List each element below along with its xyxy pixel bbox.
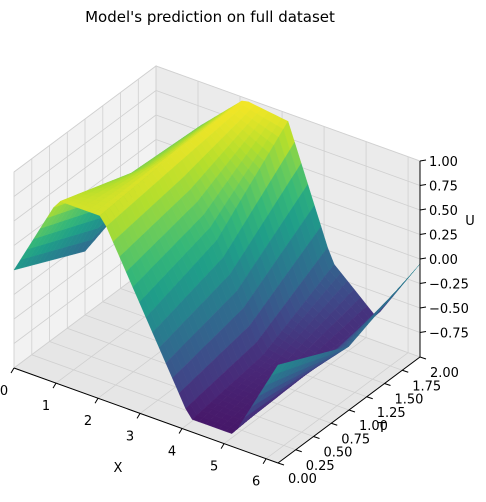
x-tick: [136, 413, 141, 419]
z-axis-label: U: [465, 214, 475, 229]
z-tick: [419, 331, 427, 333]
y-tick: [313, 436, 320, 439]
surface-face: [270, 363, 284, 376]
z-tick-label: −0.25: [429, 278, 469, 293]
chart-title: Model's prediction on full dataset: [85, 8, 335, 26]
x-tick-label: 0: [0, 384, 8, 399]
x-tick-label: 1: [42, 399, 50, 414]
x-tick-label: 6: [252, 475, 260, 490]
y-tick-label: 1.00: [359, 419, 388, 434]
x-axis-line: [13, 367, 279, 464]
y-tick: [419, 356, 427, 360]
y-tick: [295, 449, 302, 453]
y-tick-label: 1.50: [395, 393, 424, 408]
y-tick: [277, 462, 285, 466]
grid-line-z: [13, 90, 421, 197]
z-tick-label: −0.75: [429, 327, 469, 342]
grid-line-z: [13, 114, 421, 222]
x-tick: [262, 458, 267, 464]
z-tick-label: 1.00: [429, 155, 458, 170]
y-tick-label: 2.00: [430, 366, 459, 381]
y-tick: [331, 422, 338, 426]
z-tick: [419, 306, 427, 309]
z-tick-label: −0.50: [429, 302, 469, 317]
y-tick-label: 1.75: [412, 379, 441, 394]
y-axis-label: T: [377, 421, 386, 436]
y-tick: [402, 369, 409, 373]
y-tick-label: 0.25: [306, 459, 335, 474]
x-axis-label: X: [114, 461, 123, 476]
x-tick: [220, 443, 225, 449]
y-tick-label: 0.50: [324, 446, 353, 461]
z-tick: [419, 159, 427, 162]
z-tick-label: 0.25: [429, 229, 458, 244]
x-tick: [10, 367, 15, 374]
z-tick: [419, 233, 427, 235]
x-tick-label: 2: [84, 414, 92, 429]
x-tick: [178, 428, 183, 434]
grid-line-z: [13, 65, 421, 173]
y-tick: [366, 396, 373, 400]
z-tick-label: 0.50: [429, 204, 458, 219]
x-tick-label: 5: [210, 460, 218, 475]
x-tick: [94, 397, 99, 404]
x-tick-label: 3: [126, 429, 134, 444]
x-tick-label: 4: [168, 444, 176, 459]
y-tick: [348, 409, 356, 413]
y-tick: [384, 383, 391, 386]
z-tick-label: 0.00: [429, 253, 458, 268]
y-tick-label: 0.75: [341, 432, 370, 447]
surface-mesh: [13, 100, 421, 434]
y-tick-label: 0.00: [288, 472, 317, 487]
z-tick: [419, 184, 427, 186]
x-tick: [52, 382, 57, 389]
y-tick-label: 1.25: [377, 406, 406, 421]
z-tick-label: 0.75: [429, 180, 458, 195]
z-tick: [419, 282, 427, 284]
z-tick: [419, 208, 427, 211]
z-tick: [419, 257, 427, 260]
